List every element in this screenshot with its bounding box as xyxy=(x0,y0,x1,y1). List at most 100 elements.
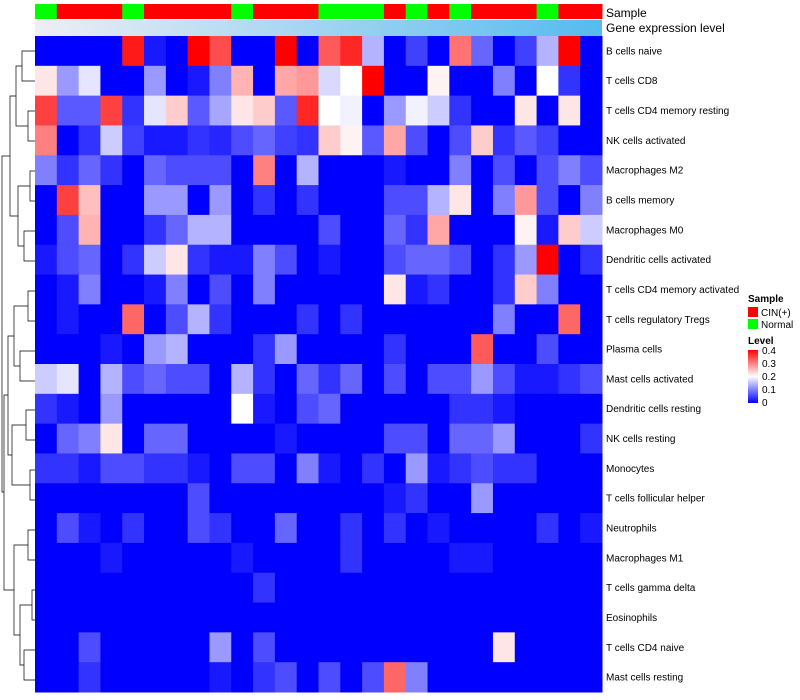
cell-r21-c3 xyxy=(100,662,123,693)
cell-r16-c22 xyxy=(514,513,538,544)
cell-r20-c13 xyxy=(318,632,341,663)
cell-r10-c19 xyxy=(449,334,472,365)
cell-r12-c6 xyxy=(165,393,189,425)
cell-r19-c20 xyxy=(471,602,494,633)
cell-r1-c9 xyxy=(231,65,254,97)
cell-r17-c0 xyxy=(35,542,58,574)
sample-cell-4 xyxy=(122,4,145,19)
cell-r14-c15 xyxy=(362,453,385,484)
cell-r8-c13 xyxy=(318,274,341,305)
cell-r4-c6 xyxy=(165,155,189,186)
cell-r12-c19 xyxy=(449,393,472,425)
cell-r11-c10 xyxy=(253,364,276,395)
cell-r8-c23 xyxy=(536,274,559,305)
cell-r21-c21 xyxy=(492,662,516,693)
cell-r16-c23 xyxy=(536,513,559,544)
cell-r7-c0 xyxy=(35,244,58,276)
cell-r14-c7 xyxy=(187,453,210,484)
cell-r11-c0 xyxy=(35,364,58,395)
cell-r2-c1 xyxy=(56,95,80,126)
cell-r12-c14 xyxy=(340,393,363,425)
sample-cell-22 xyxy=(514,4,538,19)
cell-r10-c10 xyxy=(253,334,276,365)
cell-r9-c21 xyxy=(492,304,516,335)
cell-r4-c24 xyxy=(558,155,581,186)
cell-r20-c18 xyxy=(427,632,450,663)
cell-r3-c8 xyxy=(209,125,232,156)
cell-r2-c14 xyxy=(340,95,363,126)
cell-r9-c4 xyxy=(122,304,145,335)
cell-r3-c5 xyxy=(144,125,167,156)
cell-r6-c18 xyxy=(427,214,450,246)
cell-r6-c22 xyxy=(514,214,538,246)
cell-r12-c8 xyxy=(209,393,232,425)
cell-r13-c21 xyxy=(492,423,516,454)
sample-cell-9 xyxy=(231,4,254,19)
cell-r2-c18 xyxy=(427,95,450,126)
cell-r5-c8 xyxy=(209,185,232,216)
cell-r15-c15 xyxy=(362,483,385,514)
cell-r9-c0 xyxy=(35,304,58,335)
cell-r19-c19 xyxy=(449,602,472,633)
cell-r5-c22 xyxy=(514,185,538,216)
cell-r6-c2 xyxy=(78,214,101,246)
cell-r18-c22 xyxy=(514,572,538,604)
cell-r1-c22 xyxy=(514,65,538,97)
row-label-16: Neutrophils xyxy=(606,524,657,535)
cell-r4-c23 xyxy=(536,155,559,186)
cell-r7-c4 xyxy=(122,244,145,276)
cell-r8-c6 xyxy=(165,274,189,305)
cell-r12-c4 xyxy=(122,393,145,425)
cell-r12-c23 xyxy=(536,393,559,425)
cell-r17-c12 xyxy=(296,542,319,574)
cell-r6-c23 xyxy=(536,214,559,246)
legend-tick-0.4: 0.4 xyxy=(762,346,776,357)
sample-cell-10 xyxy=(253,4,276,19)
cell-r20-c3 xyxy=(100,632,123,663)
cell-r0-c14 xyxy=(340,36,363,67)
cell-r4-c16 xyxy=(383,155,407,186)
cell-r4-c25 xyxy=(580,155,603,186)
cell-r14-c8 xyxy=(209,453,232,484)
cell-r11-c24 xyxy=(558,364,581,395)
cell-r5-c3 xyxy=(100,185,123,216)
cell-r0-c21 xyxy=(492,36,516,67)
cell-r18-c1 xyxy=(56,572,80,604)
cell-r10-c6 xyxy=(165,334,189,365)
cell-r15-c19 xyxy=(449,483,472,514)
row-label-5: B cells memory xyxy=(606,196,674,207)
sample-cell-3 xyxy=(100,4,123,19)
cell-r3-c2 xyxy=(78,125,101,156)
cell-r13-c1 xyxy=(56,423,80,454)
cell-r1-c12 xyxy=(296,65,319,97)
cell-r17-c24 xyxy=(558,542,581,574)
cell-r12-c15 xyxy=(362,393,385,425)
cell-r16-c25 xyxy=(580,513,603,544)
cell-r16-c1 xyxy=(56,513,80,544)
cell-r11-c14 xyxy=(340,364,363,395)
cell-r14-c0 xyxy=(35,453,58,484)
cell-r3-c17 xyxy=(405,125,429,156)
cell-r4-c11 xyxy=(274,155,298,186)
cell-r3-c25 xyxy=(580,125,603,156)
cell-r13-c25 xyxy=(580,423,603,454)
cell-r13-c15 xyxy=(362,423,385,454)
cell-r10-c20 xyxy=(471,334,494,365)
cell-r2-c3 xyxy=(100,95,123,126)
cell-r15-c17 xyxy=(405,483,429,514)
sample-cell-1 xyxy=(56,4,80,19)
cell-r15-c1 xyxy=(56,483,80,514)
cell-r16-c14 xyxy=(340,513,363,544)
cell-r8-c22 xyxy=(514,274,538,305)
cell-r11-c12 xyxy=(296,364,319,395)
cell-r19-c21 xyxy=(492,602,516,633)
cell-r13-c4 xyxy=(122,423,145,454)
cell-r13-c3 xyxy=(100,423,123,454)
cell-r1-c10 xyxy=(253,65,276,97)
cell-r6-c16 xyxy=(383,214,407,246)
cell-r3-c23 xyxy=(536,125,559,156)
cell-r15-c24 xyxy=(558,483,581,514)
row-label-14: Monocytes xyxy=(606,464,654,475)
cell-r13-c13 xyxy=(318,423,341,454)
cell-r21-c7 xyxy=(187,662,210,693)
